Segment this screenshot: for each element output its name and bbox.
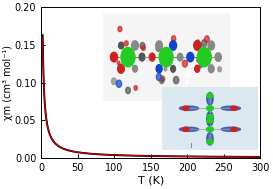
Y-axis label: χm (cm³ mol⁻¹): χm (cm³ mol⁻¹) [4, 45, 13, 120]
X-axis label: T (K): T (K) [138, 176, 164, 186]
